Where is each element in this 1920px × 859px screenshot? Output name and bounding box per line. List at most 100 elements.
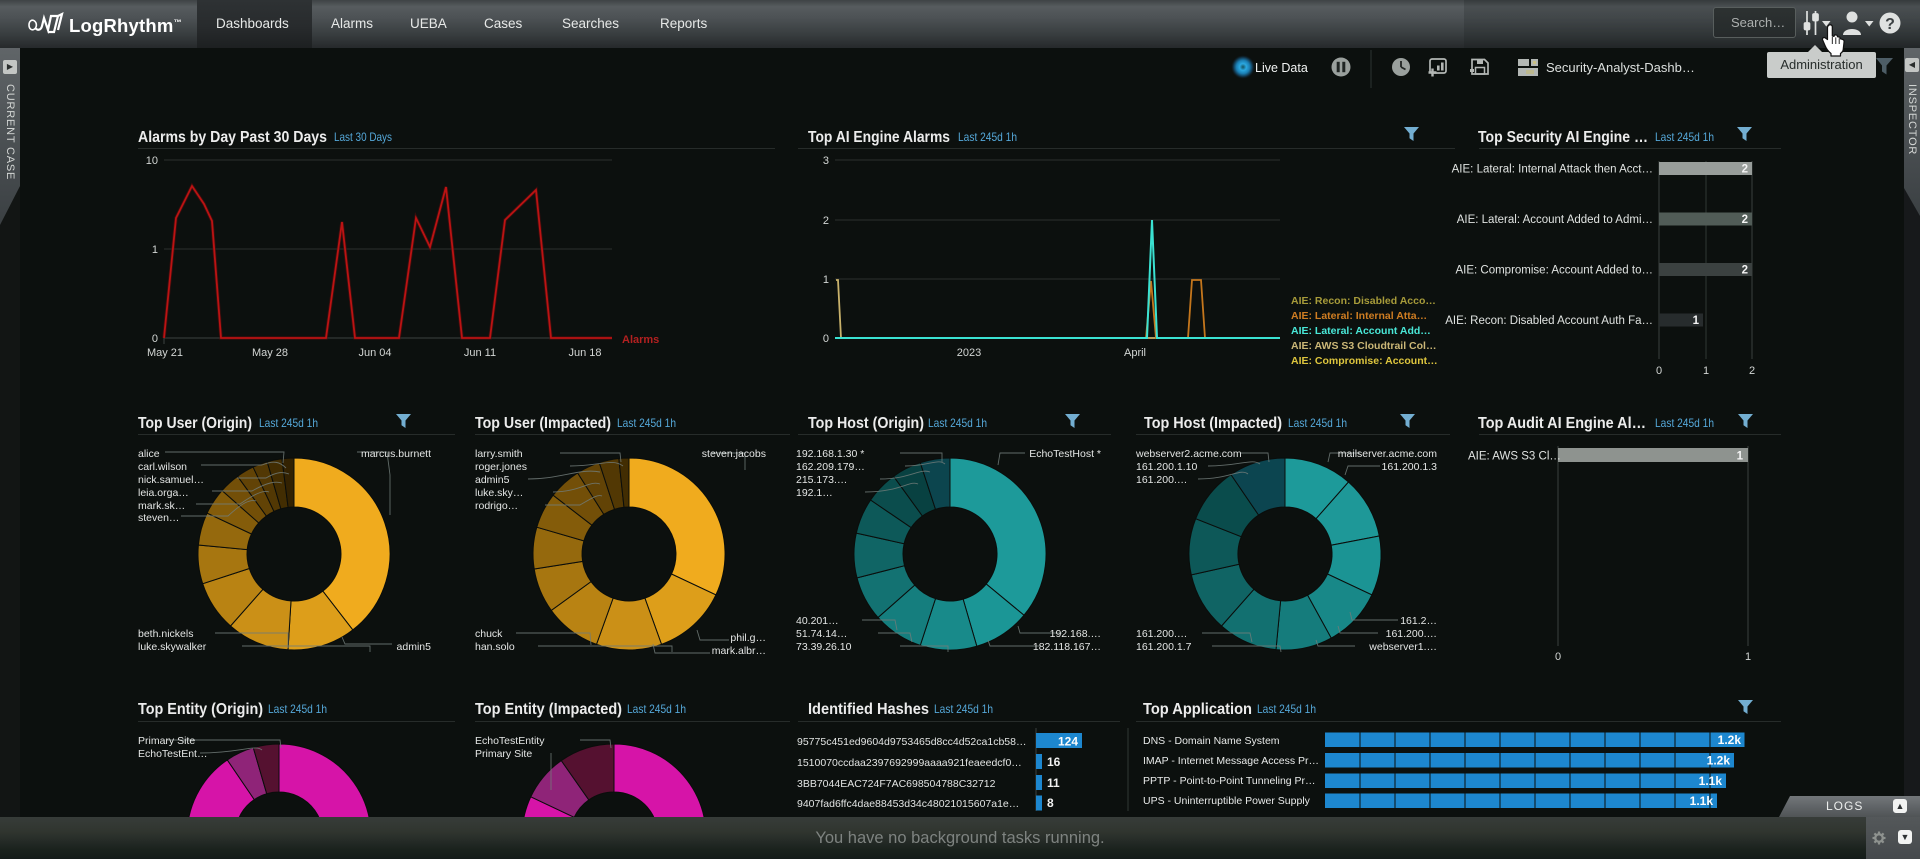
svg-text:124: 124	[1058, 735, 1078, 749]
svg-text:73.39.26.10: 73.39.26.10	[796, 641, 852, 653]
svg-text:161.200.…: 161.200.…	[1136, 474, 1187, 486]
svg-text:Top Application: Top Application	[1143, 701, 1252, 718]
svg-text:roger.jones: roger.jones	[475, 461, 527, 473]
svg-text:steven.jacobs: steven.jacobs	[702, 448, 766, 460]
svg-text:16: 16	[1047, 755, 1061, 769]
svg-text:luke.sky…: luke.sky…	[475, 487, 523, 499]
svg-text:EchoTestEnt…: EchoTestEnt…	[138, 748, 207, 760]
svg-text:Top Host (Impacted): Top Host (Impacted)	[1144, 415, 1282, 432]
svg-text:161.200.1.3: 161.200.1.3	[1382, 461, 1438, 473]
svg-text:webserver2.acme.com: webserver2.acme.com	[1135, 448, 1242, 460]
svg-text:Primary Site: Primary Site	[475, 748, 532, 760]
svg-text:162.209.179…: 162.209.179…	[796, 461, 865, 473]
svg-text:Identified Hashes: Identified Hashes	[808, 701, 929, 718]
svg-text:PPTP - Point-to-Point Tunnelin: PPTP - Point-to-Point Tunneling Pr…	[1143, 775, 1316, 787]
svg-text:Top Entity (Impacted): Top Entity (Impacted)	[475, 701, 622, 718]
svg-text:0: 0	[152, 333, 158, 345]
svg-text:larry.smith: larry.smith	[475, 448, 523, 460]
svg-text:Top User (Impacted): Top User (Impacted)	[475, 415, 611, 432]
svg-text:alice: alice	[138, 448, 160, 460]
svg-text:chuck: chuck	[475, 628, 503, 640]
svg-text:April: April	[1124, 347, 1146, 359]
svg-text:192.168.1.30 *: 192.168.1.30 *	[796, 448, 864, 460]
svg-text:mark.albr…: mark.albr…	[712, 645, 766, 657]
svg-text:192.168.…: 192.168.…	[1050, 628, 1101, 640]
svg-text:1.2k: 1.2k	[1707, 754, 1731, 768]
svg-text:Last 245d 1h: Last 245d 1h	[1655, 130, 1714, 144]
svg-text:AIE: Lateral: Internal Attack: AIE: Lateral: Internal Attack then Acct…	[1452, 164, 1653, 176]
svg-text:AIE: Lateral: Account Add…: AIE: Lateral: Account Add…	[1291, 325, 1431, 337]
svg-text:1: 1	[1693, 315, 1700, 327]
svg-text:Primary Site: Primary Site	[138, 735, 195, 747]
svg-text:Alarms by Day Past 30 Days: Alarms by Day Past 30 Days	[138, 129, 327, 146]
svg-text:AIE: Lateral: Internal Atta…: AIE: Lateral: Internal Atta…	[1291, 310, 1427, 322]
svg-text:Last 245d 1h: Last 245d 1h	[617, 416, 676, 430]
svg-text:Live Data: Live Data	[1255, 61, 1308, 75]
svg-text:161.2…: 161.2…	[1400, 615, 1437, 627]
svg-text:Alarms: Alarms	[622, 334, 659, 346]
svg-text:AIE: Recon: Disabled Account A: AIE: Recon: Disabled Account Auth Fa…	[1445, 315, 1653, 327]
svg-text:Jun 18: Jun 18	[568, 347, 601, 359]
svg-text:3BB7044EAC724F7AC698504788C327: 3BB7044EAC724F7AC698504788C32712	[797, 778, 996, 790]
svg-text:1.1k: 1.1k	[1699, 774, 1723, 788]
svg-text:0: 0	[823, 333, 829, 345]
svg-text:UPS - Uninterruptible Power Su: UPS - Uninterruptible Power Supply	[1143, 795, 1311, 807]
svg-text:admin5: admin5	[475, 474, 510, 486]
svg-text:Jun 04: Jun 04	[358, 347, 391, 359]
svg-text:40.201…: 40.201…	[796, 615, 839, 627]
svg-text:Last 245d 1h: Last 245d 1h	[627, 702, 686, 716]
svg-text:han.solo: han.solo	[475, 641, 515, 653]
svg-text:EchoTestEntity: EchoTestEntity	[475, 735, 545, 747]
svg-text:161.200.…: 161.200.…	[1386, 628, 1437, 640]
svg-text:182.118.167…: 182.118.167…	[1033, 641, 1101, 653]
svg-text:2: 2	[1742, 164, 1748, 176]
svg-text:webserver1.…: webserver1.…	[1368, 641, 1437, 653]
svg-text:161.200.1.10: 161.200.1.10	[1136, 461, 1197, 473]
svg-text:admin5: admin5	[397, 641, 432, 653]
svg-text:Jun 11: Jun 11	[464, 347, 496, 359]
svg-text:0: 0	[1656, 365, 1662, 377]
svg-text:8: 8	[1047, 796, 1054, 810]
svg-text:10: 10	[146, 155, 158, 167]
svg-text:Top AI Engine Alarms: Top AI Engine Alarms	[808, 129, 950, 146]
svg-text:Top Audit AI Engine Al…: Top Audit AI Engine Al…	[1478, 415, 1646, 432]
svg-text:Last 245d 1h: Last 245d 1h	[1655, 416, 1714, 430]
svg-text:Last 30 Days: Last 30 Days	[334, 130, 392, 144]
svg-text:rodrigo…: rodrigo…	[475, 500, 518, 512]
svg-text:9407fad6ffc4dae88453d34c480210: 9407fad6ffc4dae88453d34c48021015607a1e…	[797, 798, 1019, 810]
svg-text:AIE: Lateral: Account Added to: AIE: Lateral: Account Added to Admi…	[1457, 214, 1653, 226]
svg-text:mark.sk…: mark.sk…	[138, 500, 185, 512]
svg-text:2: 2	[823, 215, 829, 227]
svg-text:nick.samuel…: nick.samuel…	[138, 474, 204, 486]
svg-text:AIE: AWS S3 Cl…: AIE: AWS S3 Cl…	[1468, 451, 1561, 463]
svg-text:215.173.…: 215.173.…	[796, 474, 847, 486]
svg-text:IMAP - Internet Message Access: IMAP - Internet Message Access Pr…	[1143, 755, 1319, 767]
svg-text:beth.nickels: beth.nickels	[138, 628, 193, 640]
svg-text:Last 245d 1h: Last 245d 1h	[259, 416, 318, 430]
svg-text:Top User (Origin): Top User (Origin)	[138, 415, 252, 432]
svg-text:1: 1	[1703, 365, 1709, 377]
svg-text:Top Host (Origin): Top Host (Origin)	[808, 415, 924, 432]
svg-text:1.1k: 1.1k	[1690, 794, 1714, 808]
svg-text:1: 1	[1745, 651, 1751, 663]
svg-text:mailserver.acme.com: mailserver.acme.com	[1338, 448, 1437, 460]
svg-text:carl.wilson: carl.wilson	[138, 461, 187, 473]
svg-text:Last 245d 1h: Last 245d 1h	[268, 702, 327, 716]
svg-text:leia.orga…: leia.orga…	[138, 487, 189, 499]
svg-text:Last 245d 1h: Last 245d 1h	[1288, 416, 1347, 430]
svg-text:phil.g…: phil.g…	[730, 632, 766, 644]
svg-text:1510070ccdaa2397692999aaaa921f: 1510070ccdaa2397692999aaaa921feaeedcf0…	[797, 757, 1022, 769]
svg-text:11: 11	[1047, 776, 1060, 790]
svg-text:192.1…: 192.1…	[796, 487, 833, 499]
svg-text:51.74.14…: 51.74.14…	[796, 628, 847, 640]
svg-text:Last 245d 1h: Last 245d 1h	[958, 130, 1017, 144]
svg-text:95775c451ed9604d9753465d8cc4d5: 95775c451ed9604d9753465d8cc4d52ca1cb58…	[797, 736, 1026, 748]
svg-text:Last 245d 1h: Last 245d 1h	[1257, 702, 1316, 716]
svg-text:161.200.…: 161.200.…	[1136, 628, 1187, 640]
svg-text:AIE: AWS S3 Cloudtrail Col…: AIE: AWS S3 Cloudtrail Col…	[1291, 340, 1436, 352]
svg-text:luke.skywalker: luke.skywalker	[138, 641, 207, 653]
svg-text:2023: 2023	[957, 347, 981, 359]
svg-text:EchoTestHost *: EchoTestHost *	[1029, 448, 1101, 460]
svg-text:May 28: May 28	[252, 347, 288, 359]
svg-text:161.200.1.7: 161.200.1.7	[1136, 641, 1192, 653]
